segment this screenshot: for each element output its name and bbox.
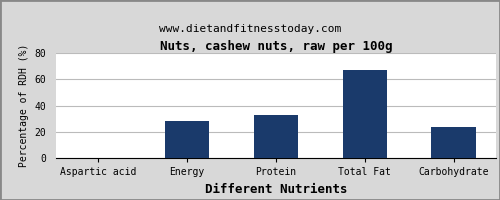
Title: Nuts, cashew nuts, raw per 100g: Nuts, cashew nuts, raw per 100g	[160, 40, 392, 53]
Text: www.dietandfitnesstoday.com: www.dietandfitnesstoday.com	[159, 24, 341, 34]
X-axis label: Different Nutrients: Different Nutrients	[205, 183, 348, 196]
Bar	[342, 70, 387, 158]
Bar	[165, 121, 210, 158]
Bar	[254, 115, 298, 158]
Bar	[432, 127, 476, 158]
Y-axis label: Percentage of RDH (%): Percentage of RDH (%)	[19, 44, 29, 167]
